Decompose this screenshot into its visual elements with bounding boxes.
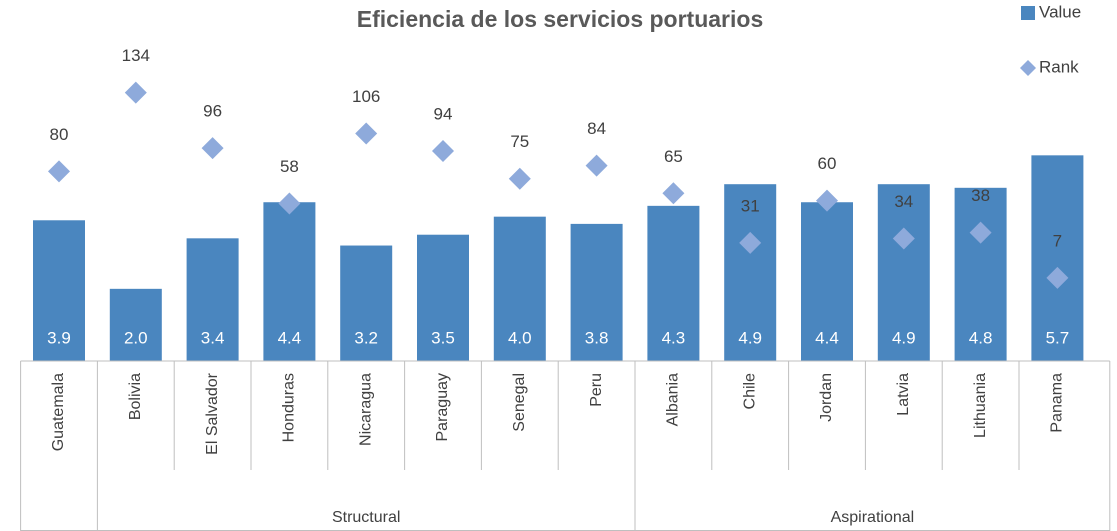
x-tick-label: Latvia (895, 373, 912, 416)
marker (1046, 266, 1069, 289)
x-tick-label: Albania (665, 373, 682, 426)
data-label: 106 (352, 87, 380, 106)
x-tick-label: Guatemala (50, 373, 67, 451)
marker (48, 160, 70, 183)
data-label: 60 (818, 154, 837, 173)
data-label: 65 (664, 147, 683, 166)
marker (816, 189, 838, 212)
legend-label: Rank (1039, 57, 1079, 76)
data-label: 7 (1053, 231, 1062, 250)
value-label: 4.9 (892, 328, 916, 347)
data-label: 94 (434, 104, 453, 123)
data-label: 75 (510, 132, 529, 151)
x-tick-label: Panama (1049, 373, 1066, 433)
bar (493, 216, 546, 361)
bar (801, 202, 853, 361)
bar (340, 245, 393, 361)
value-label: 5.7 (1046, 328, 1070, 347)
data-label: 38 (971, 186, 990, 205)
data-label: 34 (894, 192, 913, 211)
marker (432, 140, 454, 162)
x-tick-label: Nicaragua (357, 373, 374, 446)
value-label: 3.4 (201, 328, 225, 347)
legend-label: Value (1039, 2, 1081, 21)
value-label: 3.5 (431, 328, 455, 347)
value-label: 3.9 (47, 328, 71, 347)
marker (969, 221, 992, 244)
bar (186, 238, 239, 361)
bar (954, 187, 1007, 361)
group-label: Aspirational (831, 509, 915, 526)
legend-swatch (1020, 60, 1036, 76)
marker (508, 167, 531, 190)
data-label: 134 (122, 46, 150, 65)
bar (417, 234, 469, 361)
bar (109, 288, 162, 361)
bar (570, 223, 623, 361)
x-tick-label: Bolivia (127, 373, 144, 420)
marker (201, 137, 224, 160)
value-label: 2.0 (124, 328, 148, 347)
x-tick-label: Chile (741, 373, 758, 410)
bar (263, 202, 316, 361)
data-label: 96 (203, 102, 222, 121)
bar (33, 220, 85, 361)
value-label: 4.4 (278, 328, 302, 347)
group-label: Structural (332, 509, 400, 526)
value-label: 4.3 (662, 328, 686, 347)
marker (355, 122, 378, 145)
marker (892, 227, 915, 250)
bar (1031, 155, 1084, 361)
value-label: 4.4 (815, 328, 839, 347)
marker (739, 231, 762, 254)
data-label: 31 (741, 196, 760, 215)
bar (647, 205, 700, 361)
bar (877, 184, 930, 361)
data-label: 84 (587, 119, 606, 138)
value-label: 3.2 (354, 328, 378, 347)
value-label: 4.8 (969, 328, 993, 347)
x-tick-label: Jordan (818, 373, 835, 422)
x-tick-label: Peru (588, 373, 605, 407)
x-tick-label: Paraguay (434, 373, 451, 442)
data-label: 58 (280, 157, 299, 176)
marker (585, 154, 608, 177)
value-label: 3.8 (585, 328, 609, 347)
x-tick-label: El Salvador (204, 372, 221, 454)
legend-swatch (1021, 6, 1035, 20)
bar (724, 184, 777, 361)
x-tick-label: Honduras (281, 373, 298, 442)
x-tick-label: Senegal (511, 373, 528, 432)
data-label: 80 (50, 125, 69, 144)
chart-title: Eficiencia de los servicios portuarios (357, 6, 764, 32)
marker (278, 192, 301, 215)
marker (662, 182, 685, 205)
marker (124, 81, 147, 104)
value-label: 4.0 (508, 328, 532, 347)
x-tick-label: Lithuania (972, 373, 989, 438)
value-label: 4.9 (738, 328, 762, 347)
